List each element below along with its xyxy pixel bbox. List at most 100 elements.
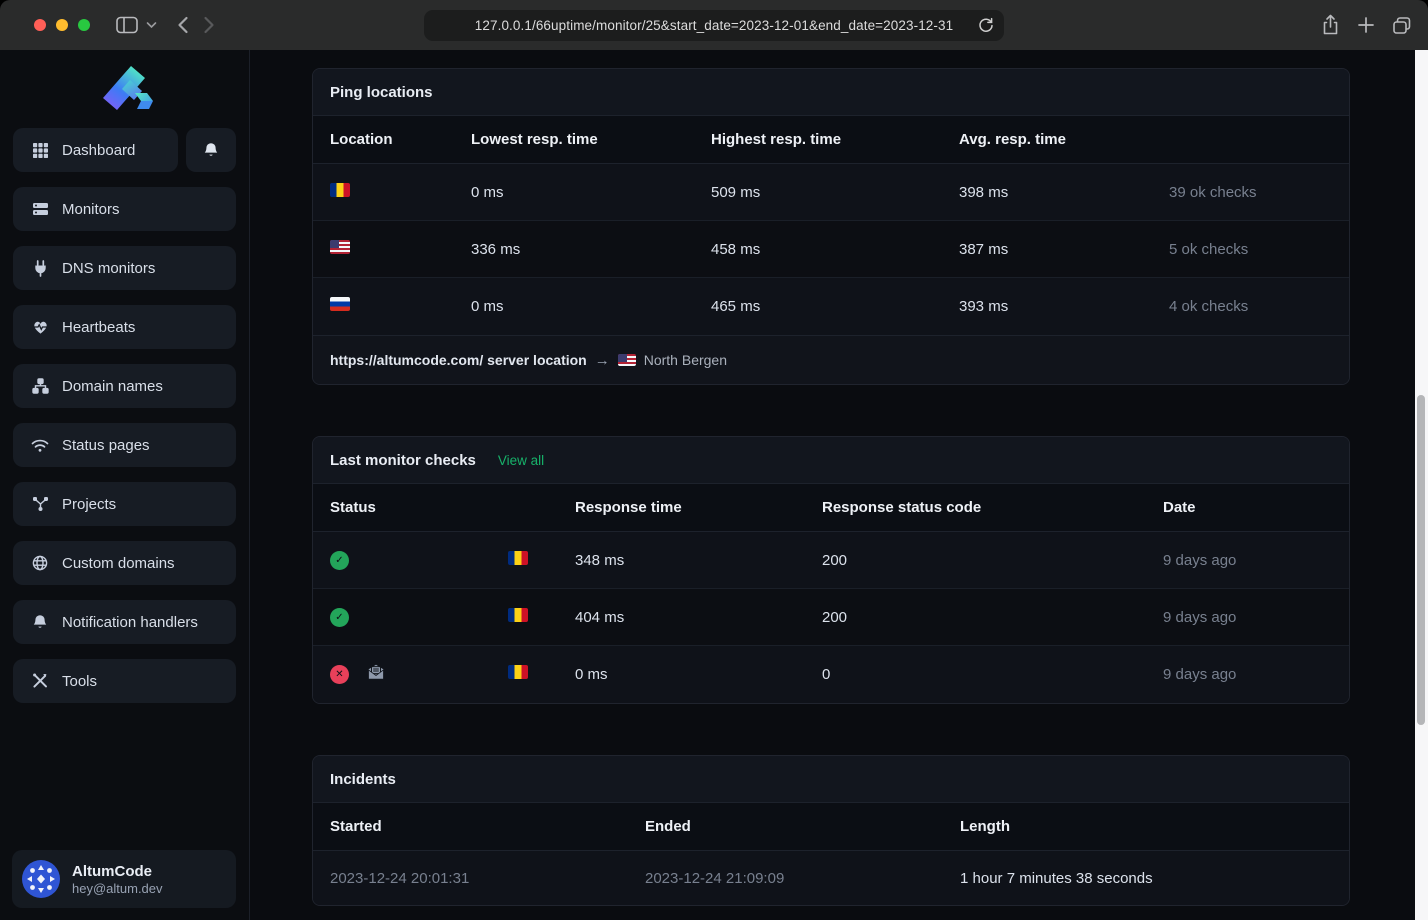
server-location-footer: https://altumcode.com/ server location →… — [313, 335, 1349, 384]
lowest-value: 0 ms — [471, 298, 504, 315]
card-title: Last monitor checks — [330, 451, 476, 469]
status-up-icon: ✓ — [330, 607, 349, 627]
globe-icon — [31, 555, 49, 571]
col-response-time: Response time — [575, 499, 682, 516]
romania-flag-icon — [508, 607, 528, 622]
server-location-label: https://altumcode.com/ server location — [330, 352, 587, 368]
sitemap-icon — [31, 378, 49, 394]
page-content: Dashboard — [0, 50, 1428, 920]
sidebar-item-heartbeats[interactable]: Heartbeats — [13, 305, 236, 349]
sidebar-toggle-icon[interactable] — [116, 16, 138, 34]
date-value: 9 days ago — [1163, 666, 1237, 683]
notifications-bell-button[interactable] — [186, 128, 236, 172]
col-location: Location — [330, 131, 393, 148]
last-monitor-checks-card: Last monitor checks View all Status Resp… — [312, 436, 1350, 704]
grid-icon — [31, 142, 49, 159]
col-status: Status — [330, 499, 376, 516]
table-header: Started Ended Length — [313, 803, 1349, 851]
table-header: Status Response time Response status cod… — [313, 484, 1349, 532]
status-code-value: 200 — [822, 551, 848, 569]
date-value: 9 days ago — [1163, 551, 1237, 569]
reload-icon[interactable] — [978, 16, 994, 34]
table-row: 2023-12-24 20:01:31 2023-12-24 21:09:09 … — [313, 851, 1349, 905]
col-ended: Ended — [645, 818, 691, 835]
url-text: 127.0.0.1/66uptime/monitor/25&start_date… — [474, 18, 954, 33]
response-time-value: 404 ms — [575, 608, 625, 626]
email-sent-icon — [367, 664, 385, 686]
col-status-code: Response status code — [822, 499, 982, 516]
sidebar-item-projects[interactable]: Projects — [13, 482, 236, 526]
sidebar-item-tools[interactable]: Tools — [13, 659, 236, 703]
sidebar-item-status-pages[interactable]: Status pages — [13, 423, 236, 467]
back-button[interactable] — [177, 16, 189, 34]
sidebar-item-custom-domains[interactable]: Custom domains — [13, 541, 236, 585]
sidebar: Dashboard — [0, 50, 250, 920]
bell-icon — [202, 142, 220, 159]
col-highest: Highest resp. time — [711, 131, 842, 148]
table-row: ✓ 348 ms 200 9 days ago — [313, 532, 1349, 589]
user-account-button[interactable]: AltumCode hey@altum.dev — [12, 850, 236, 908]
incidents-card: Incidents Started Ended Length 2023-12-2… — [312, 755, 1350, 906]
ok-checks: 5 ok checks — [1169, 240, 1249, 258]
view-all-link[interactable]: View all — [497, 452, 545, 468]
status-code-value: 0 — [822, 666, 831, 683]
scrollbar-thumb[interactable] — [1417, 395, 1425, 725]
heart-pulse-icon — [31, 319, 49, 335]
ok-checks: 39 ok checks — [1169, 183, 1257, 201]
arrow-right-icon: → — [594, 351, 610, 369]
close-window-button[interactable] — [34, 19, 46, 31]
col-lowest: Lowest resp. time — [471, 131, 598, 148]
card-title: Ping locations — [330, 83, 433, 101]
minimize-window-button[interactable] — [56, 19, 68, 31]
status-down-icon: ✕ — [330, 665, 349, 684]
highest-value: 509 ms — [711, 183, 761, 201]
status-up-icon: ✓ — [330, 550, 349, 570]
tab-overview-icon[interactable] — [1392, 16, 1412, 35]
forward-button[interactable] — [203, 16, 215, 34]
sidebar-item-label: Custom domains — [62, 554, 175, 572]
sidebar-item-monitors[interactable]: Monitors — [13, 187, 236, 231]
sidebar-item-label: Status pages — [62, 436, 150, 454]
address-bar[interactable]: 127.0.0.1/66uptime/monitor/25&start_date… — [424, 10, 1004, 41]
sidebar-item-label: DNS monitors — [62, 259, 156, 277]
incident-length: 1 hour 7 minutes 38 seconds — [960, 869, 1153, 887]
scrollbar-track[interactable] — [1415, 50, 1428, 920]
toolbar-right — [1321, 0, 1412, 50]
chevron-down-icon[interactable] — [146, 21, 157, 29]
romania-flag-icon — [330, 182, 350, 197]
lowest-value: 0 ms — [471, 183, 504, 201]
table-row: 336 ms 458 ms 387 ms 5 ok checks — [313, 221, 1349, 278]
highest-value: 465 ms — [711, 298, 761, 315]
table-row: 0 ms 509 ms 398 ms 39 ok checks — [313, 164, 1349, 221]
sidebar-item-domain-names[interactable]: Domain names — [13, 364, 236, 408]
usa-flag-icon — [617, 354, 636, 366]
user-email: hey@altum.dev — [72, 881, 163, 897]
user-name: AltumCode — [72, 862, 152, 880]
romania-flag-icon — [508, 665, 528, 679]
wifi-icon — [31, 438, 49, 453]
sidebar-item-dashboard[interactable]: Dashboard — [13, 128, 178, 172]
zoom-window-button[interactable] — [78, 19, 90, 31]
share-icon[interactable] — [1321, 14, 1340, 36]
browser-toolbar: 127.0.0.1/66uptime/monitor/25&start_date… — [0, 0, 1428, 50]
col-length: Length — [960, 818, 1010, 835]
new-tab-icon[interactable] — [1357, 16, 1375, 34]
response-time-value: 348 ms — [575, 551, 625, 569]
date-value: 9 days ago — [1163, 608, 1237, 626]
sidebar-nav: Dashboard — [0, 128, 249, 703]
ok-checks: 4 ok checks — [1169, 298, 1249, 315]
sidebar-item-label: Tools — [62, 672, 98, 690]
sidebar-item-label: Dashboard — [62, 141, 136, 159]
main-content: Ping locations Location Lowest resp. tim… — [250, 50, 1428, 920]
col-date: Date — [1163, 499, 1196, 516]
avg-value: 398 ms — [959, 183, 1009, 201]
sidebar-item-dns-monitors[interactable]: DNS monitors — [13, 246, 236, 290]
incident-started: 2023-12-24 20:01:31 — [330, 869, 470, 887]
response-time-value: 0 ms — [575, 666, 608, 683]
usa-flag-icon — [330, 239, 350, 254]
bell-icon — [31, 614, 49, 631]
sidebar-item-label: Domain names — [62, 377, 163, 395]
sidebar-item-label: Notification handlers — [62, 613, 198, 631]
sidebar-item-notification-handlers[interactable]: Notification handlers — [13, 600, 236, 644]
